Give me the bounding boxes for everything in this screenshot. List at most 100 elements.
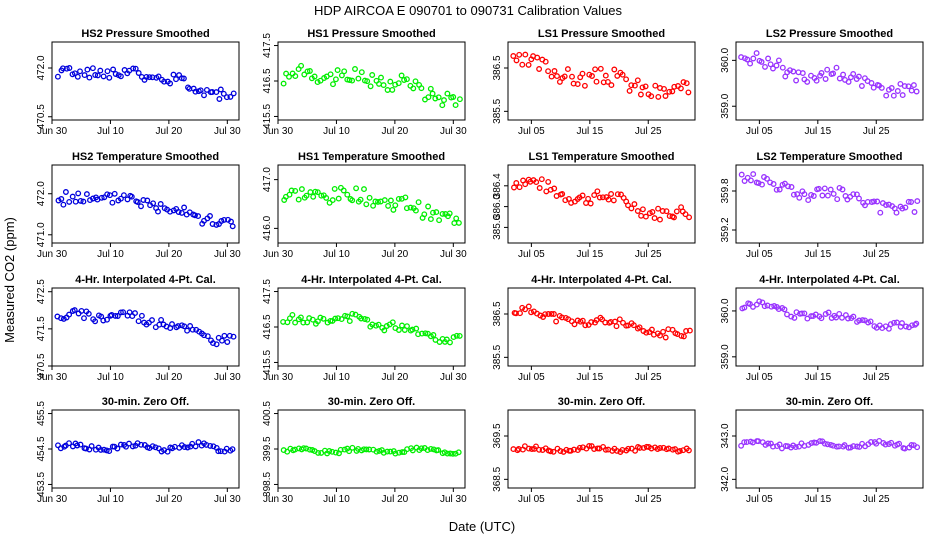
data-point xyxy=(545,311,552,317)
data-point xyxy=(318,192,325,199)
data-point xyxy=(602,72,609,79)
data-point xyxy=(885,325,892,332)
data-point xyxy=(453,215,460,222)
x-tick-label: Jul 15 xyxy=(576,494,603,505)
data-point xyxy=(550,311,557,317)
data-point xyxy=(830,70,837,77)
plot-frame xyxy=(51,164,240,244)
data-point xyxy=(189,326,196,333)
data-point xyxy=(893,209,900,216)
data-point xyxy=(329,448,336,455)
data-point xyxy=(810,193,817,199)
data-point xyxy=(395,327,402,333)
data-point xyxy=(300,445,307,452)
data-point xyxy=(660,444,667,451)
data-point xyxy=(332,449,339,456)
data-point xyxy=(883,92,890,99)
data-point xyxy=(229,446,236,453)
data-point xyxy=(436,217,443,224)
data-point xyxy=(579,70,586,77)
data-point xyxy=(914,444,921,451)
data-point xyxy=(446,210,453,217)
data-point xyxy=(215,448,222,455)
data-point xyxy=(404,323,410,330)
data-point xyxy=(596,194,603,201)
data-point xyxy=(444,90,451,97)
y-tick-label: 472.5 xyxy=(36,279,47,304)
data-point xyxy=(576,444,583,451)
data-point xyxy=(903,323,909,330)
panel-10: 4-Hr. Interpolated 4-Pt. Cal. Jun 30 Jul 1… xyxy=(262,274,467,383)
data-point xyxy=(888,85,895,91)
data-point xyxy=(637,91,644,98)
data-point xyxy=(149,443,156,450)
data-point xyxy=(608,82,615,89)
data-point xyxy=(891,319,897,326)
data-point xyxy=(556,78,563,85)
data-point xyxy=(83,191,90,198)
data-point xyxy=(833,64,840,71)
x-tick-label: Jul 10 xyxy=(97,126,124,137)
data-point xyxy=(741,178,748,184)
data-point xyxy=(765,440,772,447)
x-tick-label: Jul 05 xyxy=(518,249,545,260)
data-point xyxy=(628,82,635,89)
data-point xyxy=(758,58,765,65)
x-tick-label: Jul 20 xyxy=(156,126,183,137)
x-tick-label: Jul 05 xyxy=(746,372,773,383)
data-point xyxy=(146,74,153,81)
data-point xyxy=(522,51,529,58)
data-point xyxy=(554,73,560,80)
data-point xyxy=(178,209,185,216)
data-point xyxy=(143,73,150,80)
data-point xyxy=(655,205,662,212)
data-point xyxy=(392,202,399,209)
x-tick-label: Jul 25 xyxy=(863,249,890,260)
data-point xyxy=(673,208,680,215)
x-tick-label: Jun 30 xyxy=(37,249,67,260)
data-point xyxy=(304,68,311,75)
data-point xyxy=(326,448,333,454)
data-point xyxy=(557,448,564,454)
y-tick-label: 359.2 xyxy=(720,217,731,242)
data-point xyxy=(825,309,832,316)
data-point xyxy=(548,73,555,80)
data-point xyxy=(669,326,676,333)
y-tick-label: 385.5 xyxy=(492,98,503,123)
x-tick-label: Jun 30 xyxy=(263,126,293,137)
data-point xyxy=(513,57,520,64)
data-point xyxy=(519,304,526,311)
data-point xyxy=(443,336,450,343)
data-point xyxy=(586,443,593,449)
data-point xyxy=(631,201,638,208)
y-tick-label: 453.5 xyxy=(36,472,47,497)
data-point xyxy=(349,444,356,451)
x-tick-label: Jul 05 xyxy=(746,494,773,505)
data-point xyxy=(564,66,571,73)
data-point xyxy=(899,320,905,327)
data-point xyxy=(571,446,577,453)
data-point xyxy=(66,65,73,71)
data-point xyxy=(317,314,324,321)
x-tick-label: Jul 20 xyxy=(156,372,183,383)
data-point xyxy=(344,313,351,320)
plot-frame xyxy=(507,409,696,489)
data-point xyxy=(69,193,76,200)
x-tick-label: Jul 30 xyxy=(214,126,241,137)
data-point xyxy=(195,439,202,446)
panel-title: 4-Hr. Interpolated 4-Pt. Cal. xyxy=(75,274,216,286)
data-point xyxy=(631,82,638,89)
data-point xyxy=(533,443,539,450)
data-point xyxy=(373,448,380,455)
data-point xyxy=(623,76,630,83)
y-tick-label: 359.0 xyxy=(720,93,731,118)
data-point xyxy=(419,330,425,337)
panel-7: LS1 Temperature Smoothed Jul 05 Jul 15 Jul … xyxy=(492,151,696,260)
data-point xyxy=(534,54,541,61)
data-point xyxy=(871,198,877,205)
x-tick-label: Jun 30 xyxy=(37,494,67,505)
data-point xyxy=(542,58,549,65)
data-point xyxy=(551,68,558,74)
data-point xyxy=(424,447,431,454)
data-point xyxy=(559,314,565,321)
